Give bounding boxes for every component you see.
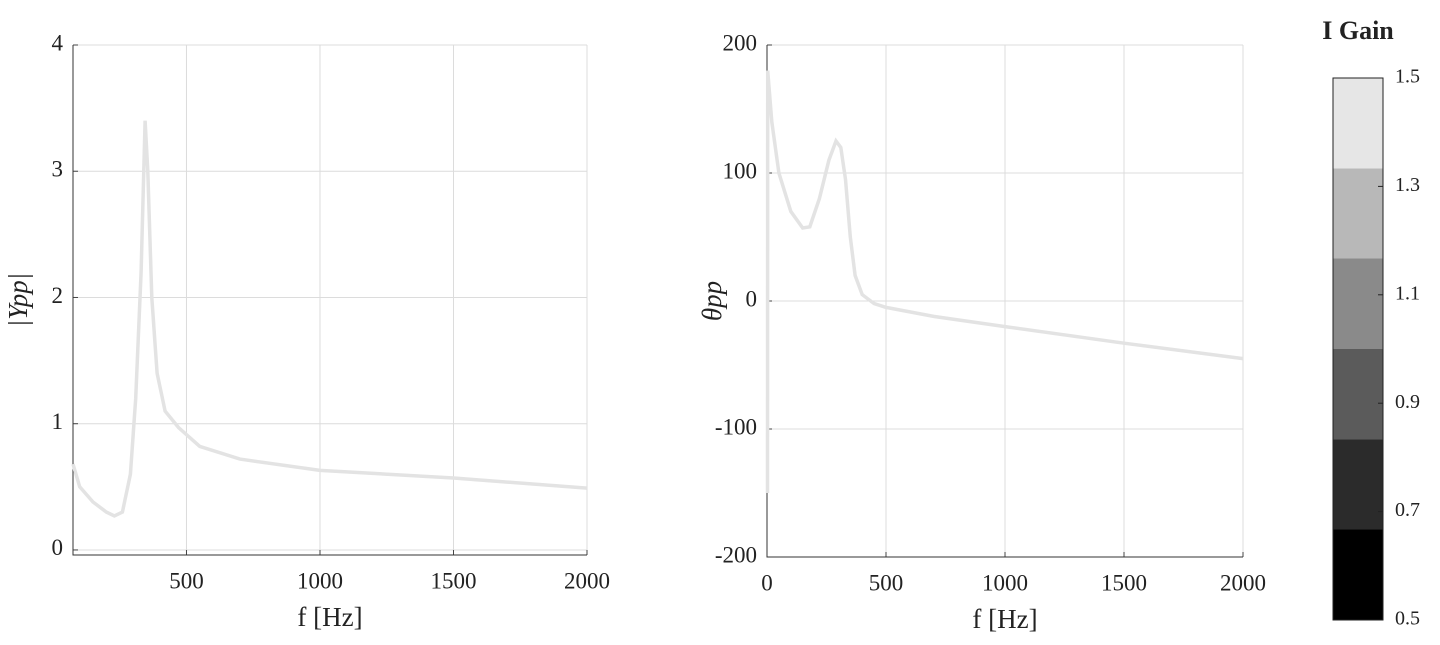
y-tick-label: -200	[715, 542, 757, 567]
x-tick-label: 500	[169, 568, 204, 593]
color-band	[1333, 168, 1383, 259]
color-band	[1333, 529, 1383, 620]
x-tick-label: 0	[761, 570, 773, 595]
y-tick-label: 1	[52, 409, 64, 434]
line-series	[765, 70, 1244, 494]
colorbar-tick-label: 1.1	[1395, 282, 1420, 304]
color-band	[1333, 439, 1383, 530]
colorbar-tick-label: 1.3	[1395, 174, 1420, 196]
y-tick-label: 0	[52, 535, 64, 560]
colorbar-frame	[1332, 77, 1384, 621]
y-axis-label: θpp	[697, 281, 727, 321]
axis-frame	[72, 45, 587, 556]
colorbar-tick-label: 0.9	[1395, 391, 1420, 413]
colorbar-tick-label: 0.7	[1395, 499, 1420, 521]
y-axis-label: |Ypp|	[3, 273, 33, 327]
colorbar-tick-label: 0.5	[1395, 608, 1420, 630]
x-axis-label: f [Hz]	[297, 602, 362, 632]
x-axis-label: f [Hz]	[972, 604, 1037, 634]
line-series	[71, 120, 588, 518]
x-tick-label: 1500	[1101, 570, 1147, 595]
x-tick-label: 1000	[982, 570, 1028, 595]
y-tick-label: 200	[723, 30, 758, 55]
color-band	[1333, 258, 1383, 349]
x-tick-label: 2000	[1220, 570, 1266, 595]
x-tick-label: 1500	[430, 568, 476, 593]
y-tick-label: 100	[723, 158, 758, 183]
y-tick-label: 3	[52, 157, 64, 182]
color-band	[1333, 349, 1383, 440]
color-band	[1333, 78, 1383, 169]
y-tick-label: -100	[715, 414, 757, 439]
y-tick-label: 0	[746, 286, 758, 311]
colorbar-tick-label: 1.5	[1395, 66, 1420, 88]
x-tick-label: 2000	[564, 568, 610, 593]
colorbar-title: I Gain	[1322, 16, 1394, 45]
y-tick-label: 2	[52, 283, 64, 308]
x-tick-label: 1000	[297, 568, 343, 593]
y-tick-label: 4	[52, 30, 64, 55]
x-tick-label: 500	[869, 570, 904, 595]
